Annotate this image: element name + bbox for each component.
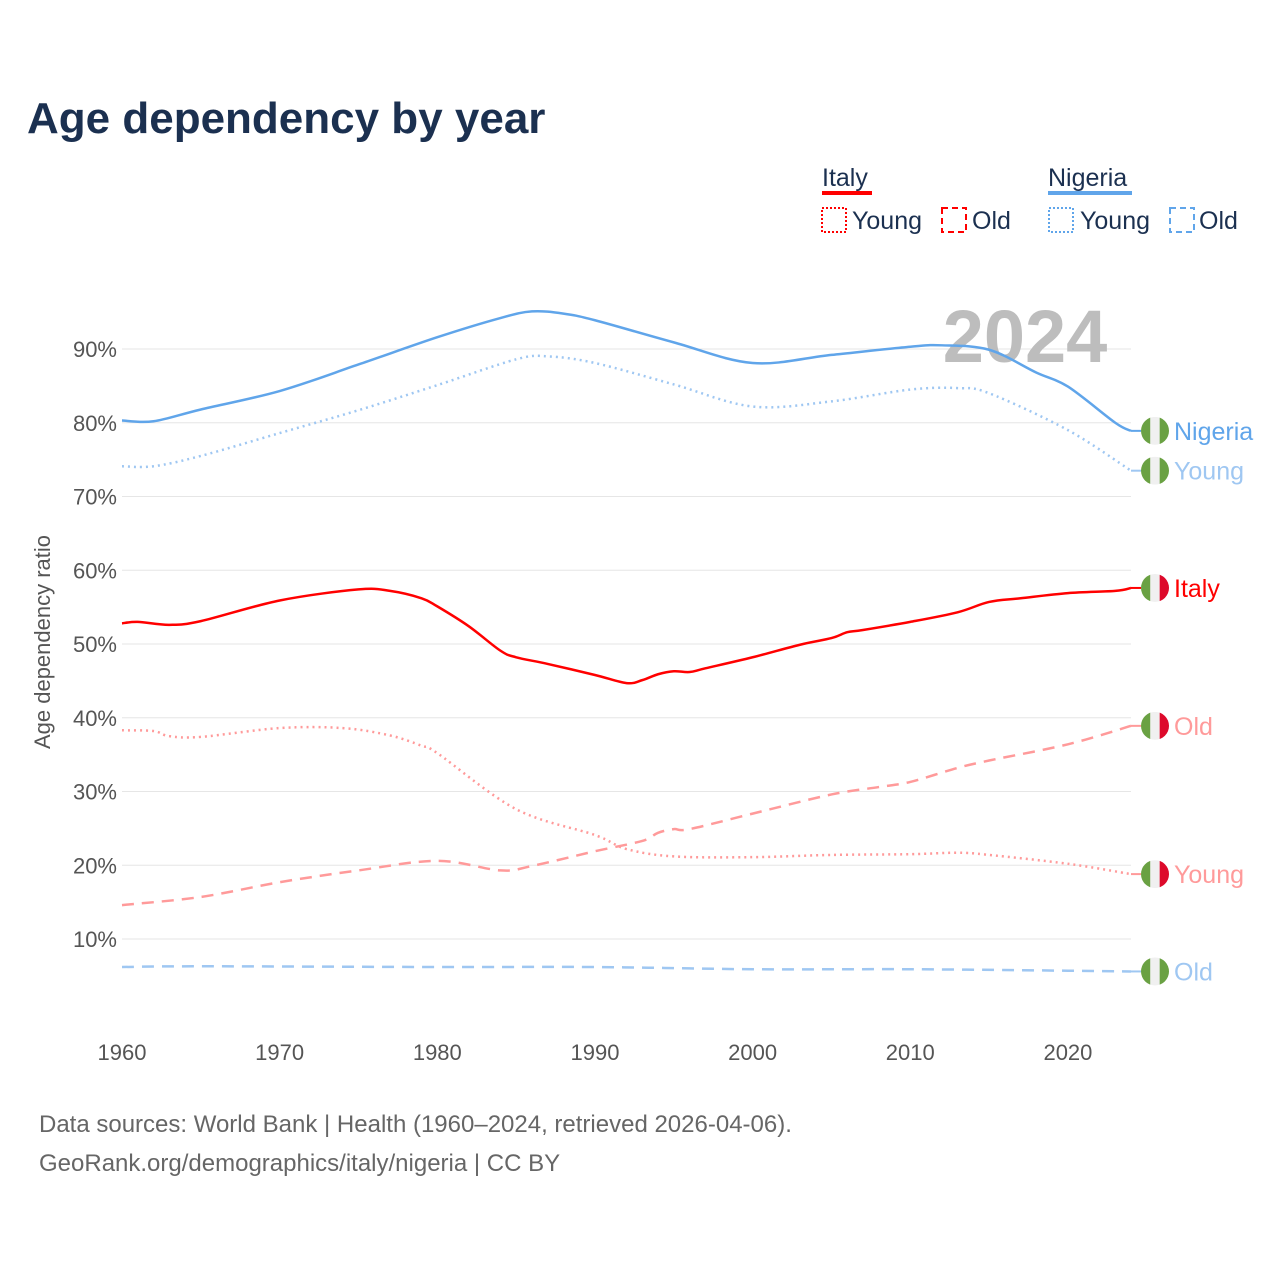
y-tick-label: 70% <box>73 485 117 510</box>
italy-flag-icon <box>1141 860 1169 889</box>
chart-title: Age dependency by year <box>27 94 545 143</box>
end-label: Nigeria <box>1174 418 1253 446</box>
y-tick-label: 50% <box>73 632 117 657</box>
legend-italy-label[interactable]: Italy <box>822 164 868 192</box>
y-tick-label: 20% <box>73 853 117 878</box>
x-axis-ticks: 1960 1970 1980 1990 2000 2010 2020 <box>98 1040 1093 1065</box>
y-tick-label: 90% <box>73 337 117 362</box>
x-tick-label: 1960 <box>98 1040 147 1065</box>
italy-flag-icon <box>1141 711 1169 740</box>
y-tick-label: 60% <box>73 558 117 583</box>
legend-italy-old-swatch <box>941 207 967 233</box>
legend-nigeria-swatch <box>1048 191 1132 195</box>
nigeria-flag-icon <box>1141 416 1169 445</box>
y-tick-label: 30% <box>73 780 117 805</box>
legend-italy-young-label[interactable]: Young <box>852 207 922 235</box>
end-label: Italy <box>1174 575 1220 603</box>
footer-link[interactable]: GeoRank.org/demographics/italy/nigeria |… <box>39 1150 560 1177</box>
nigeria-flag-icon <box>1141 957 1169 986</box>
legend-nigeria-label[interactable]: Nigeria <box>1048 164 1127 192</box>
x-tick-label: 1990 <box>570 1040 619 1065</box>
x-tick-label: 2000 <box>728 1040 777 1065</box>
series-line-italy-young <box>121 725 1132 876</box>
y-tick-label: 80% <box>73 411 117 436</box>
legend-italy-old-label[interactable]: Old <box>972 207 1011 235</box>
end-label: Old <box>1174 958 1213 986</box>
legend: Italy Young Old Nigeria Young Old <box>821 164 1238 235</box>
italy-flag-icon <box>1141 573 1169 602</box>
legend-nigeria-old-swatch <box>1169 207 1195 233</box>
gridlines <box>122 348 1131 940</box>
legend-nigeria-young-label[interactable]: Young <box>1080 207 1150 235</box>
series-line-italy-old <box>121 724 1132 907</box>
nigeria-flag-icon <box>1141 456 1169 485</box>
series-line-nigeria <box>121 309 1132 433</box>
y-axis-label: Age dependency ratio <box>30 535 55 749</box>
end-label: Young <box>1174 458 1244 486</box>
x-tick-label: 2020 <box>1043 1040 1092 1065</box>
end-label: Young <box>1174 861 1244 889</box>
series-lines <box>121 309 1132 973</box>
series-line-italy <box>121 586 1132 685</box>
series-end-labels: Nigeria Young Old Italy Old Young <box>1131 416 1253 986</box>
legend-italy-swatch <box>822 191 872 195</box>
y-tick-label: 40% <box>73 706 117 731</box>
footer-sources: Data sources: World Bank | Health (1960–… <box>39 1111 792 1138</box>
x-tick-label: 1980 <box>413 1040 462 1065</box>
y-tick-label: 10% <box>73 927 117 952</box>
legend-italy-young-swatch <box>821 207 847 233</box>
year-watermark: 2024 <box>943 295 1108 378</box>
legend-nigeria-young-swatch <box>1048 207 1074 233</box>
x-tick-label: 1970 <box>255 1040 304 1065</box>
series-line-nigeria-old <box>121 965 1132 973</box>
y-axis-ticks: 10% 20% 30% 40% 50% 60% 70% 80% 90% <box>73 337 117 952</box>
end-label: Old <box>1174 713 1213 741</box>
legend-nigeria-old-label: Old <box>1199 207 1238 235</box>
x-tick-label: 2010 <box>886 1040 935 1065</box>
